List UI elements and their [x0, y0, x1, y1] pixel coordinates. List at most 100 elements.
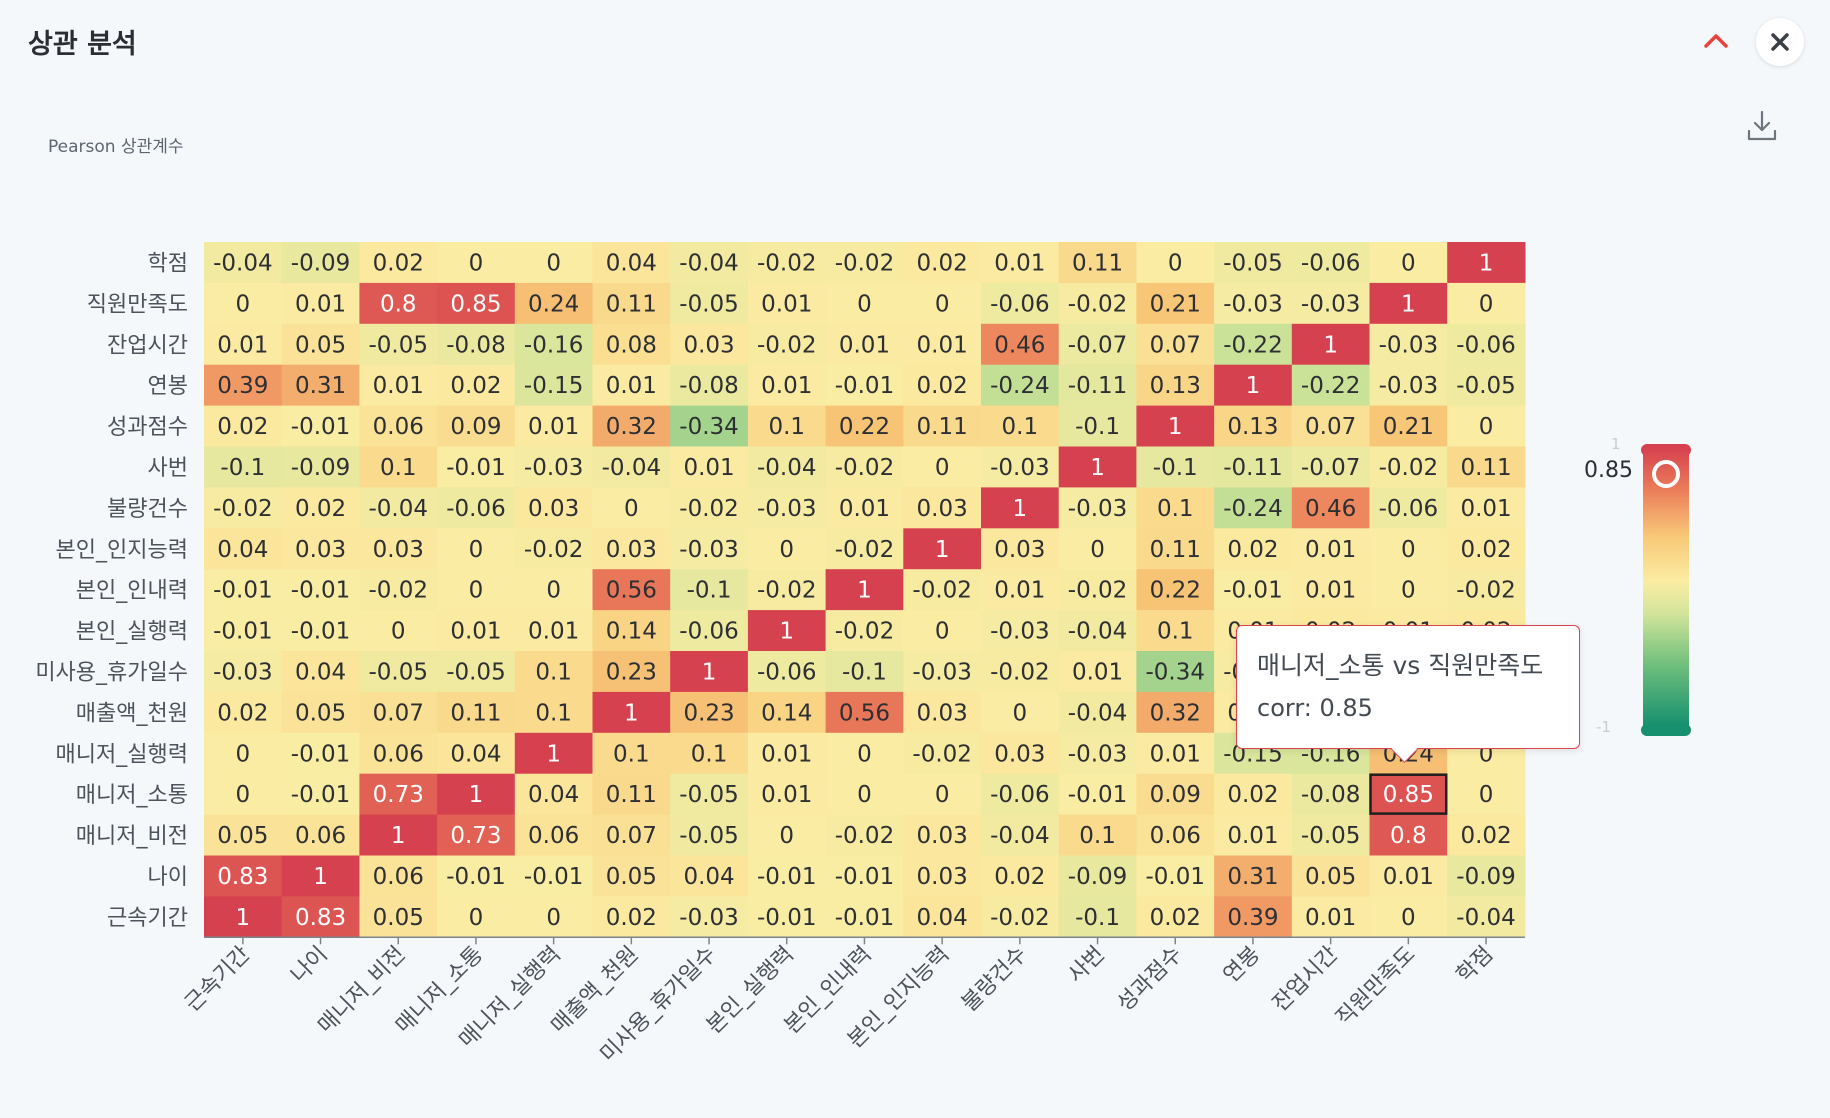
- heatmap-cell[interactable]: [825, 610, 904, 652]
- heatmap-cell[interactable]: [514, 773, 594, 816]
- heatmap-cell[interactable]: [1291, 773, 1371, 816]
- heatmap-cell[interactable]: [204, 732, 283, 775]
- heatmap-cell[interactable]: [437, 405, 516, 448]
- heatmap-cell[interactable]: [903, 487, 982, 529]
- heatmap-cell[interactable]: [1058, 691, 1137, 734]
- heatmap-cell[interactable]: [1214, 773, 1293, 816]
- heatmap-cell[interactable]: [747, 855, 827, 898]
- legend-slider-bottom-handle[interactable]: [1641, 724, 1691, 736]
- heatmap-cell[interactable]: [204, 487, 283, 529]
- heatmap-cell[interactable]: [903, 528, 982, 570]
- heatmap-cell[interactable]: [1369, 323, 1448, 366]
- heatmap-cell[interactable]: [437, 487, 516, 529]
- heatmap-cell[interactable]: [514, 446, 594, 489]
- heatmap-cell[interactable]: [1369, 242, 1448, 284]
- heatmap-cell[interactable]: [981, 691, 1060, 734]
- heatmap-cell[interactable]: [903, 651, 982, 693]
- heatmap-cell[interactable]: [747, 364, 827, 407]
- heatmap-cell[interactable]: [204, 569, 283, 611]
- heatmap-cell[interactable]: [1058, 364, 1137, 407]
- heatmap-cell[interactable]: [981, 487, 1060, 529]
- heatmap-cell[interactable]: [437, 364, 516, 407]
- heatmap-cell[interactable]: [825, 405, 904, 448]
- heatmap-cell[interactable]: [1214, 569, 1293, 611]
- heatmap-cell[interactable]: [1136, 405, 1215, 448]
- heatmap-cell[interactable]: [747, 242, 827, 284]
- heatmap-cell[interactable]: [1369, 282, 1448, 325]
- heatmap-cell[interactable]: [514, 896, 594, 938]
- close-button[interactable]: [1756, 18, 1804, 66]
- heatmap-cell[interactable]: [359, 405, 438, 448]
- heatmap-cell[interactable]: [281, 651, 360, 693]
- collapse-button[interactable]: [1698, 22, 1734, 58]
- heatmap-cell[interactable]: [1136, 773, 1215, 816]
- heatmap-cell[interactable]: [981, 651, 1060, 693]
- heatmap-cell[interactable]: [592, 691, 671, 734]
- heatmap-cell[interactable]: [359, 896, 438, 938]
- heatmap-cell[interactable]: [670, 487, 749, 529]
- heatmap-cell[interactable]: [1136, 732, 1215, 775]
- heatmap-cell[interactable]: [204, 814, 283, 857]
- heatmap-cell[interactable]: [1447, 896, 1526, 938]
- heatmap-cell[interactable]: [1214, 282, 1293, 325]
- heatmap-cell[interactable]: [1447, 242, 1526, 284]
- heatmap-cell[interactable]: [747, 487, 827, 529]
- heatmap-cell[interactable]: [981, 773, 1060, 816]
- heatmap-cell[interactable]: [1058, 323, 1137, 366]
- heatmap-cell[interactable]: [825, 651, 904, 693]
- heatmap-cell[interactable]: [437, 528, 516, 570]
- heatmap-cell[interactable]: [1447, 773, 1526, 816]
- heatmap-cell[interactable]: [359, 773, 438, 816]
- heatmap-cell[interactable]: [903, 242, 982, 284]
- heatmap-cell[interactable]: [981, 896, 1060, 938]
- heatmap-cell[interactable]: [281, 814, 360, 857]
- heatmap-cell[interactable]: [514, 814, 594, 857]
- heatmap-cell[interactable]: [670, 732, 749, 775]
- heatmap-cell[interactable]: [437, 732, 516, 775]
- heatmap-cell[interactable]: [359, 323, 438, 366]
- heatmap-cell[interactable]: [359, 242, 438, 284]
- heatmap-cell[interactable]: [204, 691, 283, 734]
- heatmap-cell[interactable]: [514, 691, 594, 734]
- heatmap-cell[interactable]: [1136, 364, 1215, 407]
- heatmap-cell[interactable]: [1136, 446, 1215, 489]
- heatmap-cell[interactable]: [1369, 446, 1448, 489]
- heatmap-cell[interactable]: [204, 773, 283, 816]
- heatmap-cell[interactable]: [747, 896, 827, 938]
- heatmap-cell[interactable]: [1369, 855, 1448, 898]
- heatmap-cell[interactable]: [1369, 896, 1448, 938]
- heatmap-cell[interactable]: [204, 855, 283, 898]
- heatmap-cell[interactable]: [514, 323, 594, 366]
- heatmap-cell[interactable]: [281, 528, 360, 570]
- heatmap-cell[interactable]: [592, 896, 671, 938]
- heatmap-cell[interactable]: [1058, 814, 1137, 857]
- heatmap-cell[interactable]: [592, 651, 671, 693]
- heatmap-cell[interactable]: [1369, 569, 1448, 611]
- heatmap-cell[interactable]: [281, 691, 360, 734]
- heatmap-cell[interactable]: [359, 651, 438, 693]
- heatmap-cell[interactable]: [592, 528, 671, 570]
- heatmap-cell[interactable]: [1369, 773, 1448, 816]
- heatmap-cell[interactable]: [903, 323, 982, 366]
- heatmap-cell[interactable]: [747, 732, 827, 775]
- heatmap-cell[interactable]: [1291, 855, 1371, 898]
- heatmap-cell[interactable]: [825, 855, 904, 898]
- heatmap-cell[interactable]: [825, 446, 904, 489]
- heatmap-cell[interactable]: [592, 569, 671, 611]
- heatmap-cell[interactable]: [903, 732, 982, 775]
- heatmap-cell[interactable]: [1447, 405, 1526, 448]
- heatmap-cell[interactable]: [437, 242, 516, 284]
- heatmap-cell[interactable]: [670, 405, 749, 448]
- heatmap-cell[interactable]: [359, 364, 438, 407]
- heatmap-cell[interactable]: [1291, 242, 1371, 284]
- heatmap-cell[interactable]: [514, 855, 594, 898]
- heatmap-cell[interactable]: [1136, 323, 1215, 366]
- heatmap-cell[interactable]: [514, 405, 594, 448]
- heatmap-cell[interactable]: [981, 446, 1060, 489]
- heatmap-cell[interactable]: [1058, 528, 1137, 570]
- heatmap-cell[interactable]: [437, 569, 516, 611]
- heatmap-cell[interactable]: [437, 773, 516, 816]
- heatmap-cell[interactable]: [1058, 282, 1137, 325]
- heatmap-cell[interactable]: [437, 446, 516, 489]
- heatmap-cell[interactable]: [670, 364, 749, 407]
